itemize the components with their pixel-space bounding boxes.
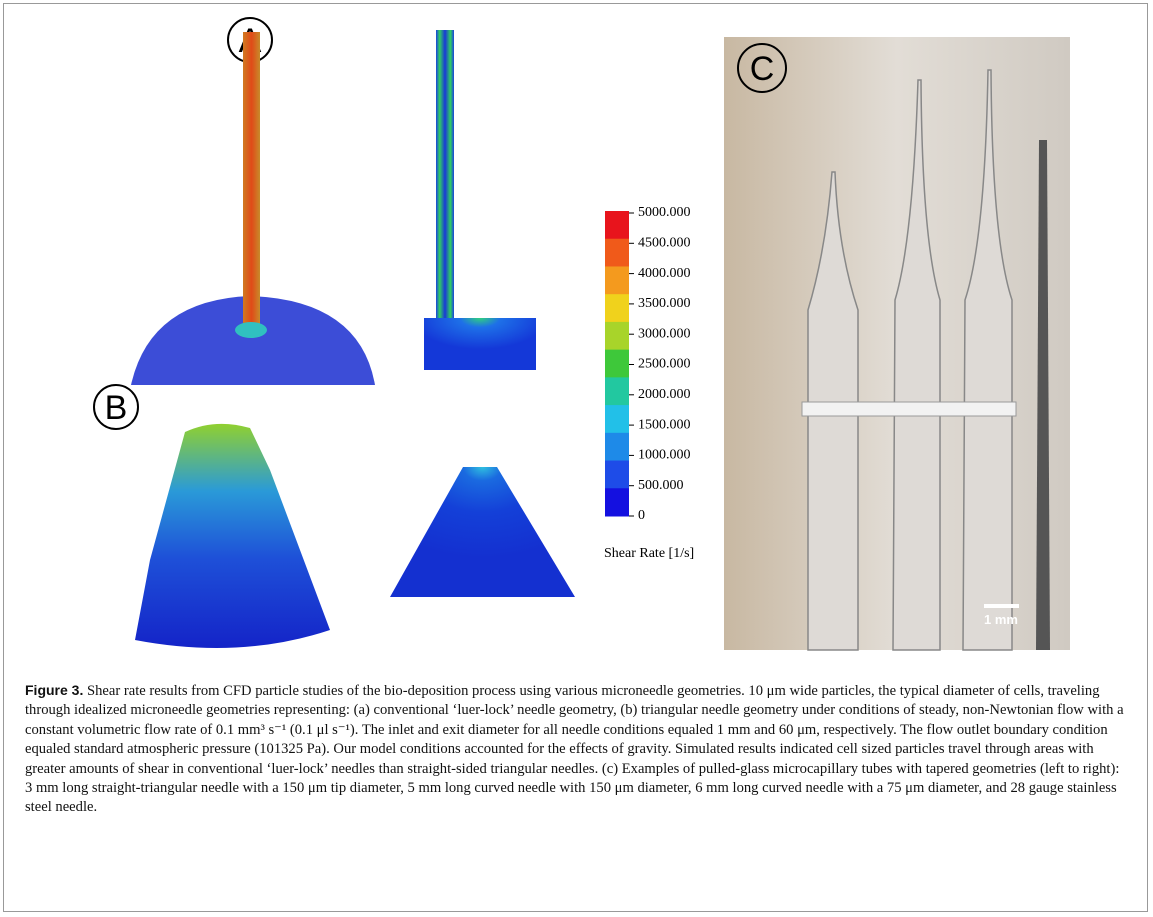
- colorbar-segment: [605, 321, 629, 351]
- colorbar-segment: [605, 460, 629, 489]
- colorbar-tick-label: 1000.000: [638, 448, 691, 463]
- caption-label: Figure 3.: [25, 682, 84, 698]
- colorbar-segment: [605, 432, 629, 462]
- colorbar-segment: [605, 488, 629, 517]
- needle-3d: [243, 32, 260, 332]
- triangular-cross-section: [390, 467, 575, 597]
- colorbar-tick-label: 1500.000: [638, 417, 691, 432]
- needle-cross-section: [436, 30, 454, 320]
- microneedle: [962, 69, 1013, 651]
- colorbar-tick-label: 3500.000: [638, 296, 691, 311]
- reservoir-cross-section: [424, 318, 536, 370]
- colorbar-segment: [605, 294, 629, 323]
- figure-frame: [3, 3, 1148, 912]
- band: [801, 401, 1017, 417]
- panel-label: C: [750, 50, 775, 88]
- figure: A B 5000.0004500.0004000.0003500.0003000…: [93, 17, 1070, 651]
- colorbar-tick-label: 500.000: [638, 478, 684, 493]
- scale-bar-label: 1 mm: [984, 612, 1018, 627]
- particle-cone: [135, 423, 330, 648]
- colorbar-tick-label: 4500.000: [638, 236, 691, 251]
- colorbar-segment: [605, 377, 629, 406]
- colorbar-label: Shear Rate [1/s]: [604, 546, 694, 561]
- panel-label-circle: [93, 384, 139, 430]
- microneedle: [892, 79, 941, 651]
- steel-needle: [1036, 140, 1050, 650]
- colorbar-segment: [605, 349, 629, 378]
- colorbar-tick-label: 0: [638, 508, 645, 523]
- colorbar-segment: [605, 405, 629, 434]
- scale-bar: [984, 604, 1019, 608]
- colorbar-tick-label: 2000.000: [638, 387, 691, 402]
- panel-label: B: [105, 389, 128, 427]
- colorbar-tick-label: 3000.000: [638, 326, 691, 341]
- caption: Figure 3. Shear rate results from CFD pa…: [25, 681, 1130, 818]
- colorbar-segment: [605, 238, 629, 267]
- needle-base: [235, 322, 267, 338]
- colorbar-tick-label: 2500.000: [638, 357, 691, 372]
- particle-mound: [131, 296, 375, 385]
- colorbar-tick-label: 4000.000: [638, 266, 691, 281]
- colorbar-segment: [605, 266, 629, 295]
- panel-label-circle: [737, 43, 787, 93]
- caption-text: Shear rate results from CFD particle stu…: [25, 683, 1124, 816]
- colorbar-segment: [605, 211, 629, 240]
- colorbar-tick-label: 5000.000: [638, 205, 691, 220]
